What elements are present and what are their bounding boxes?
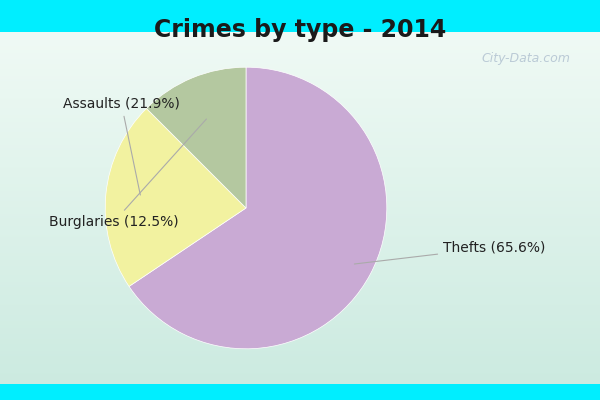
Text: Crimes by type - 2014: Crimes by type - 2014 <box>154 18 446 42</box>
Wedge shape <box>146 67 246 208</box>
Text: City-Data.com: City-Data.com <box>481 52 570 65</box>
Wedge shape <box>105 108 246 286</box>
Text: Thefts (65.6%): Thefts (65.6%) <box>355 240 545 264</box>
Wedge shape <box>129 67 387 349</box>
Text: Burglaries (12.5%): Burglaries (12.5%) <box>49 119 206 229</box>
Text: Assaults (21.9%): Assaults (21.9%) <box>63 97 180 195</box>
